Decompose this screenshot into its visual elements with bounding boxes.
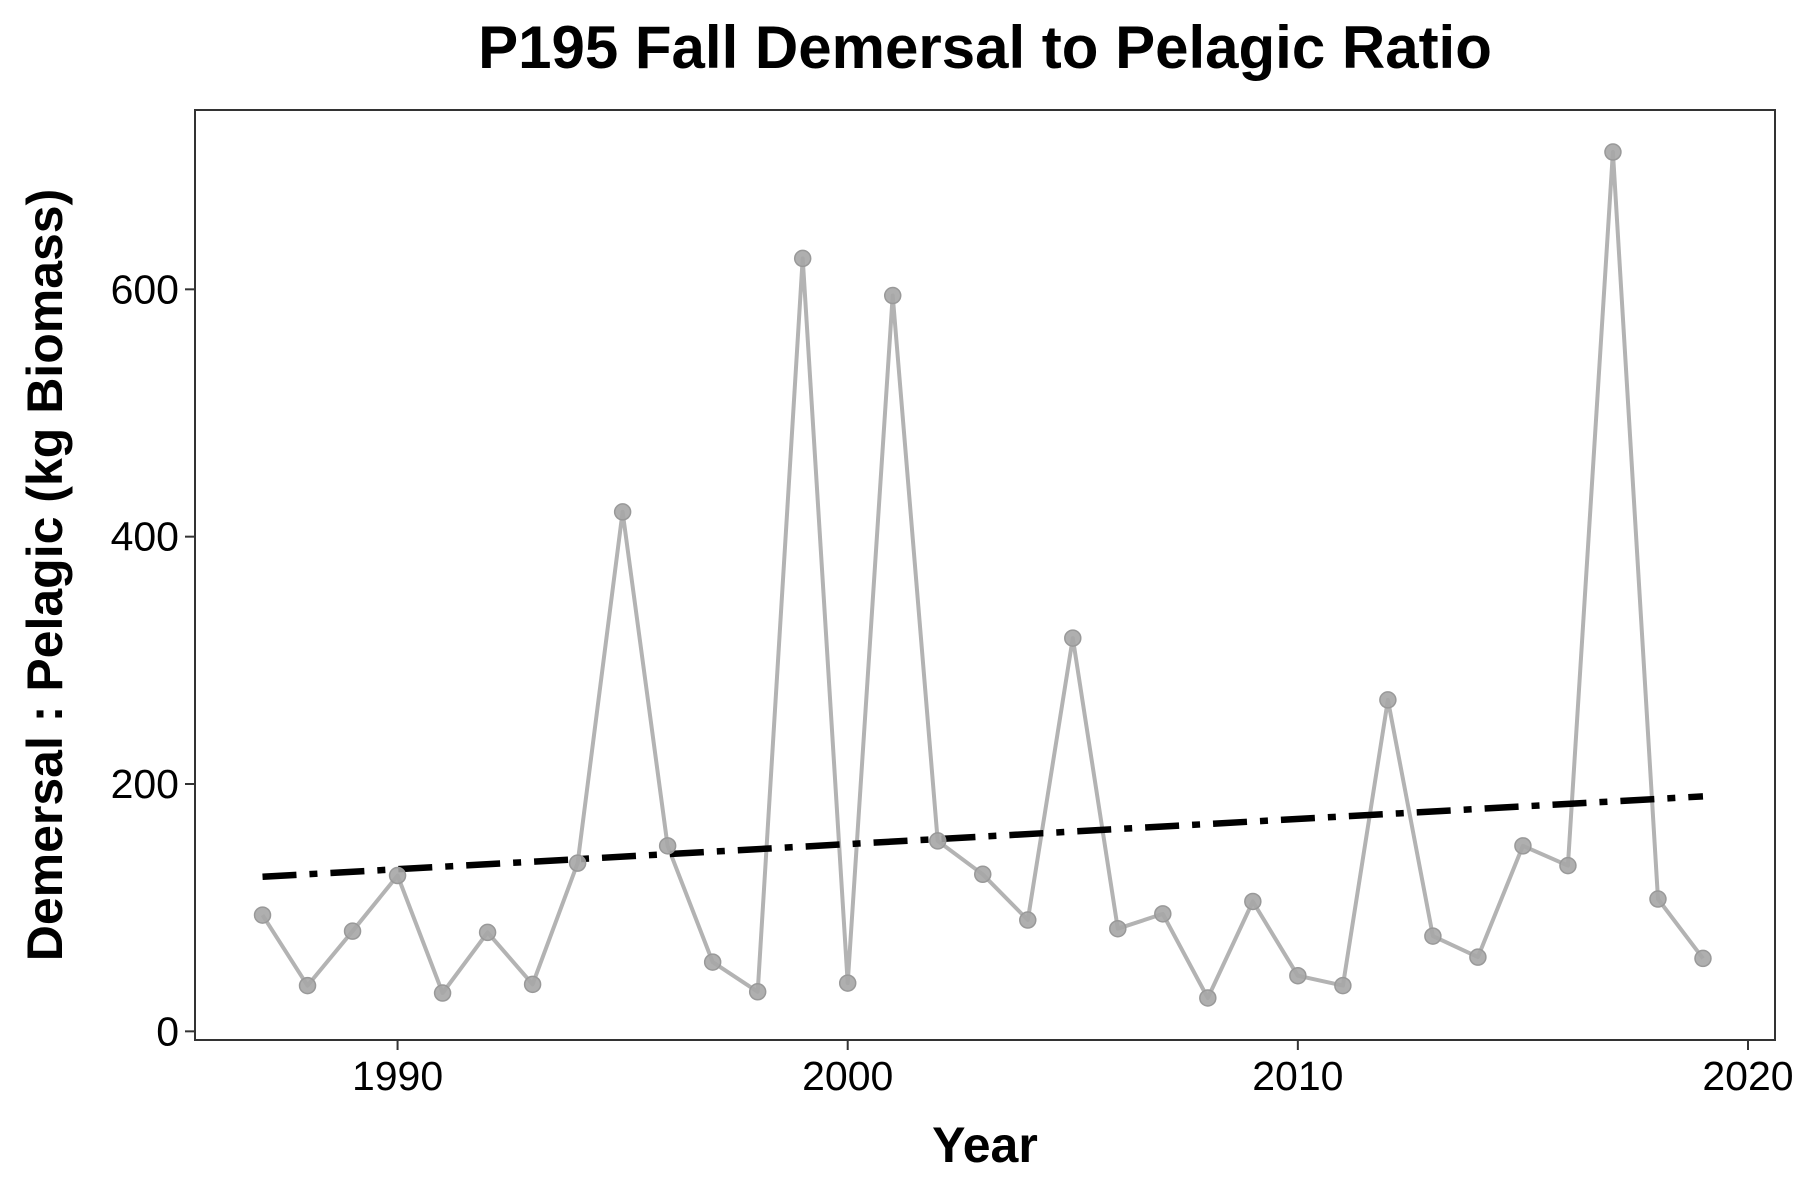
data-point <box>658 837 677 855</box>
data-point <box>1379 691 1397 709</box>
data-point <box>928 832 947 850</box>
data-point <box>1514 837 1532 855</box>
data-point <box>1199 989 1217 1007</box>
data-point <box>523 975 542 994</box>
y-tick-label: 0 <box>156 1008 179 1054</box>
y-axis: 0 200 400 600 <box>111 266 195 1054</box>
data-point <box>1244 892 1262 911</box>
data-point <box>748 983 767 1001</box>
x-tick-label: 2000 <box>802 1053 893 1099</box>
data-point <box>298 976 317 995</box>
data-point <box>838 974 857 992</box>
data-point <box>1424 927 1442 945</box>
plot-area <box>253 143 1712 1007</box>
data-point <box>568 854 587 872</box>
data-point <box>253 906 272 924</box>
data-point <box>1334 976 1352 995</box>
x-tick-label: 2020 <box>1702 1053 1793 1099</box>
x-axis-title: Year <box>932 1117 1038 1173</box>
x-tick-label: 2010 <box>1252 1053 1343 1099</box>
data-point <box>1469 948 1487 966</box>
data-point <box>1559 856 1577 875</box>
y-tick-label: 400 <box>111 514 179 560</box>
data-point <box>613 503 632 521</box>
data-point <box>388 866 407 885</box>
data-point <box>433 984 452 1002</box>
data-point <box>883 286 902 305</box>
data-point <box>1154 905 1172 923</box>
data-point <box>1649 890 1667 908</box>
data-point <box>1064 629 1082 647</box>
data-point <box>478 923 497 942</box>
data-point <box>1694 949 1712 968</box>
data-point <box>1604 143 1622 161</box>
data-point <box>1289 966 1307 985</box>
data-point <box>1109 919 1127 938</box>
x-tick-label: 1990 <box>352 1053 443 1099</box>
y-tick-label: 200 <box>111 761 179 807</box>
data-point <box>1019 911 1037 929</box>
data-point <box>973 865 992 884</box>
chart-title: P195 Fall Demersal to Pelagic Ratio <box>478 14 1492 81</box>
x-axis: 1990 2000 2010 2020 <box>352 1040 1794 1099</box>
y-tick-label: 600 <box>111 266 179 312</box>
data-point <box>793 249 812 268</box>
data-point <box>343 922 362 940</box>
data-point <box>703 953 722 971</box>
plot-panel-border <box>194 109 1776 1041</box>
y-axis-title: Demersal : Pelagic (kg Biomass) <box>17 189 73 962</box>
